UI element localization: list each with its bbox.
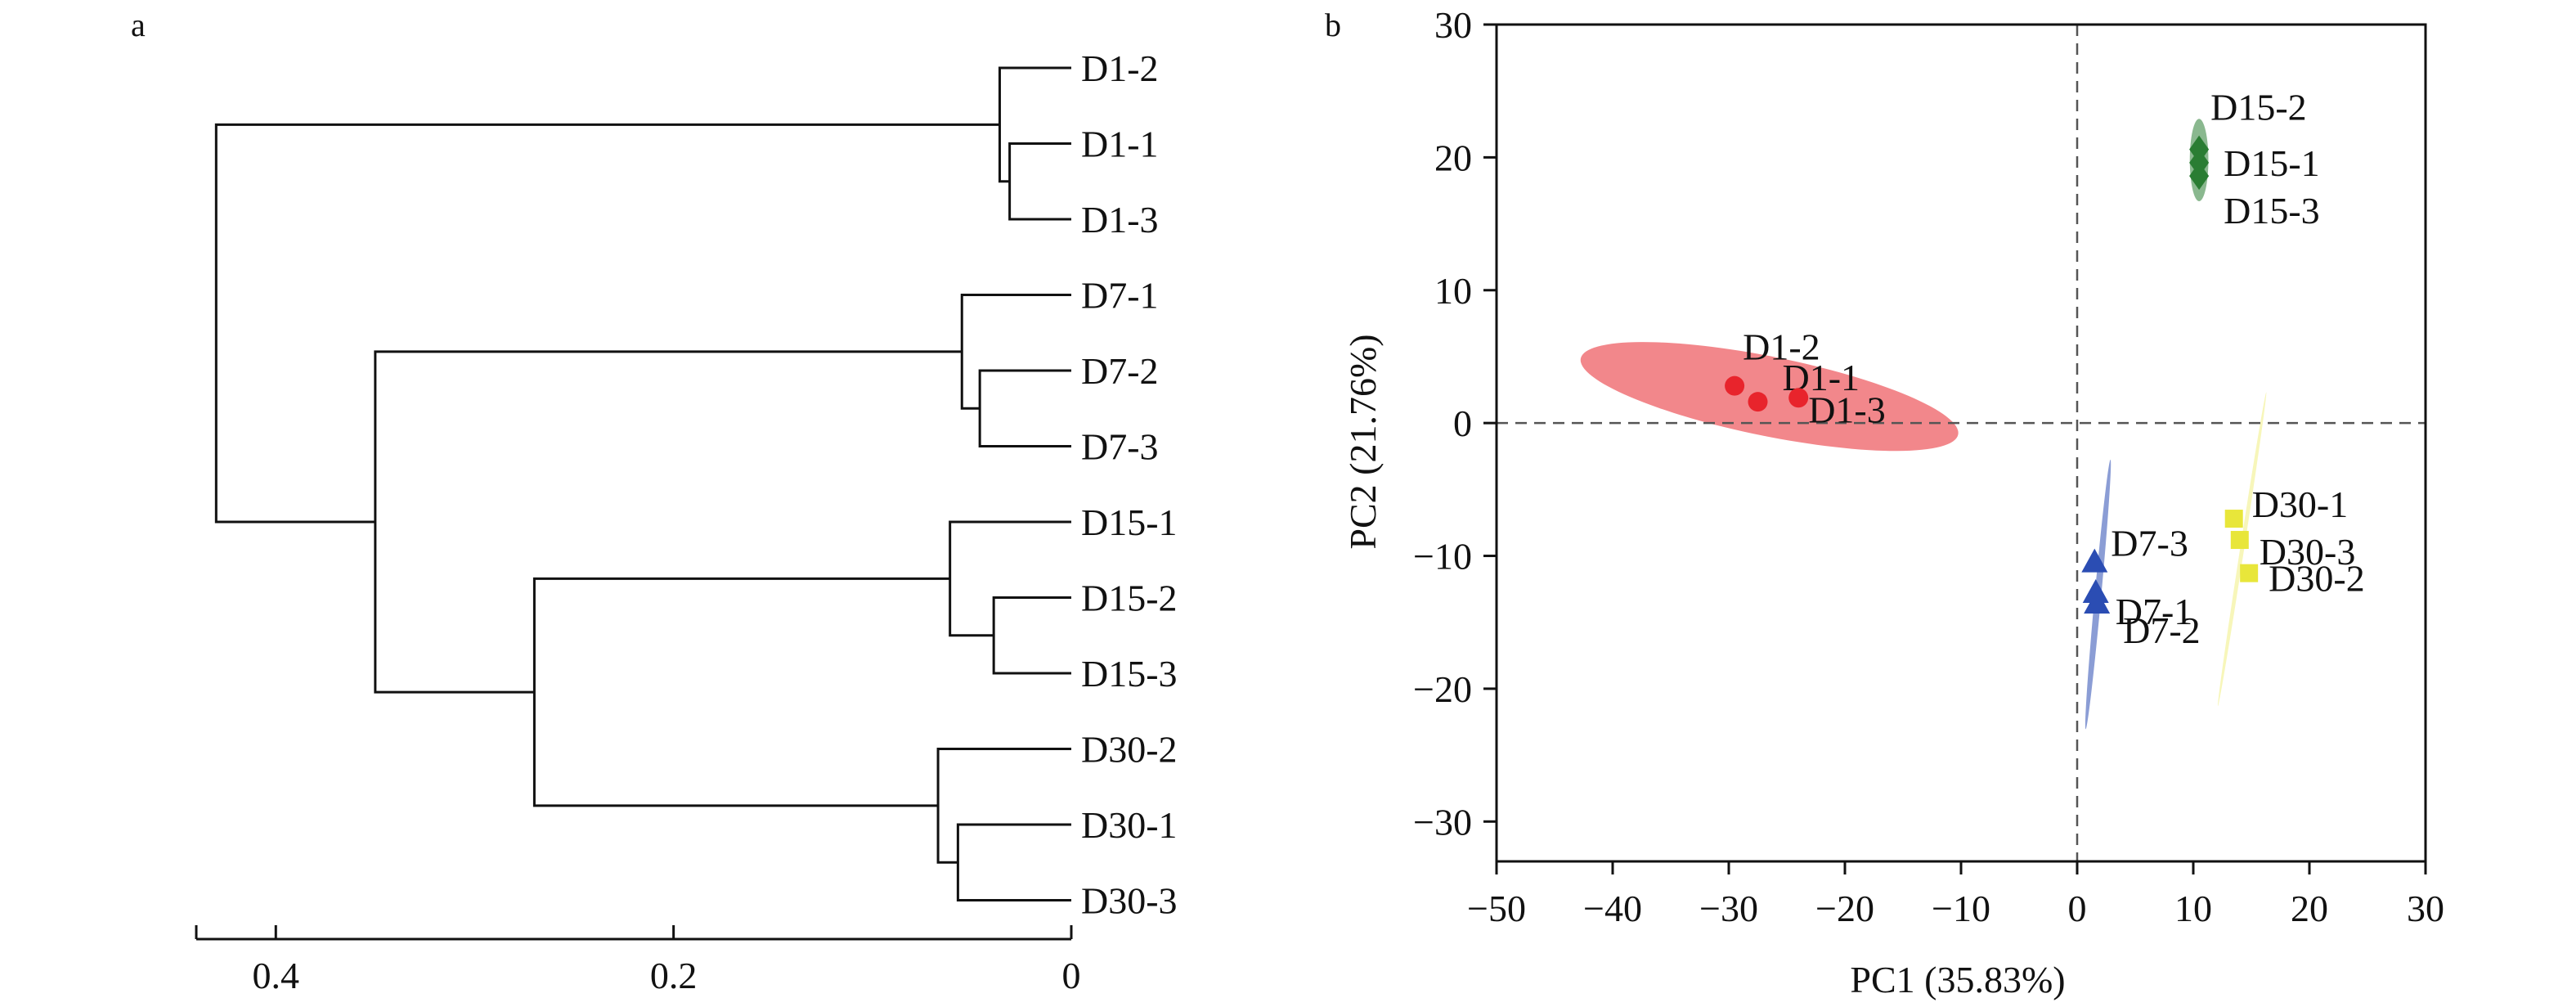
dendrogram-branch-5 [992,596,1071,675]
leaf-label-d30-1: D30-1 [1081,804,1178,846]
dendrogram-panel: D1-2 D1-1 D1-3 D7-1 D7-2 D7-3 D15-1 D15-2 D15-3 D… [195,47,1178,996]
dendrogram-branch-6 [949,520,1071,637]
dendrogram-branch-7 [956,823,1071,901]
leaf-label-d15-2: D15-2 [1081,578,1178,619]
point-d7-2 [2084,589,2111,614]
x-axis-label: PC1 (35.83%) [1850,959,2065,1000]
x-tick-label: −40 [1583,888,1642,929]
point-label-d1-3: D1-3 [1808,389,1886,430]
x-tick-label: 30 [2407,888,2444,929]
point-label-d1-2: D1-2 [1743,326,1820,368]
point-d1-1 [1748,392,1768,412]
point-label-d15-1: D15-1 [2224,142,2320,184]
leaf-label-d15-1: D15-1 [1081,501,1178,543]
dendrogram-branch-9 [532,577,950,807]
leaf-label-d1-3: D1-3 [1081,199,1159,241]
dendrogram-branch-10 [374,350,963,694]
pca-scatter-panel: PC1 (35.83%) PC2 (21.76%) −50 −40 −30 −20 −1… [1342,4,2444,1000]
dendrogram-x-tick-label: 0.4 [253,955,300,996]
dendrogram-branch-4 [960,294,1071,410]
dendrogram-branch-1 [1008,142,1071,221]
dendrogram-branch-11 [214,123,1000,524]
confidence-ellipse-d30 [2217,392,2267,707]
x-tick-label: −10 [1932,888,1990,929]
panel-b-letter: b [1325,7,1341,43]
x-tick-label: −30 [1699,888,1758,929]
point-label-d30-3: D30-3 [2260,531,2356,573]
leaf-label-d1-1: D1-1 [1081,124,1159,165]
y-tick-label: −30 [1413,801,1472,843]
dendrogram-x-tick-label: 0.2 [650,955,698,996]
x-tick-label: 10 [2174,888,2212,929]
point-d1-2 [1725,375,1745,396]
x-tick-label: −20 [1815,888,1874,929]
x-tick-label: −50 [1467,888,1526,929]
dendrogram-branch-8 [936,748,1071,864]
x-tick-label: 20 [2291,888,2328,929]
y-tick-label: −20 [1413,668,1472,710]
leaf-label-d1-2: D1-2 [1081,47,1159,89]
point-label-d30-1: D30-1 [2252,483,2349,525]
point-label-d7-3: D7-3 [2111,523,2188,564]
panel-a-letter: a [131,7,146,43]
y-tick-label: 0 [1453,402,1472,444]
y-tick-label: 20 [1434,137,1472,178]
point-label-d7-2: D7-2 [2123,609,2201,651]
leaf-label-d7-2: D7-2 [1081,350,1159,392]
y-axis-label: PC2 (21.76%) [1342,334,1384,549]
dendrogram-x-tick-label: 0 [1062,955,1081,996]
point-label-d15-3: D15-3 [2224,190,2320,232]
leaf-label-d15-3: D15-3 [1081,653,1178,695]
point-d15-3 [2189,162,2210,191]
leaf-label-d7-3: D7-3 [1081,426,1159,468]
point-label-d30-2: D30-2 [2269,558,2365,600]
point-d30-3 [2230,531,2249,550]
leaf-label-d7-1: D7-1 [1081,275,1159,317]
y-tick-label: 30 [1434,4,1472,46]
point-d30-2 [2240,564,2259,582]
leaf-label-d30-3: D30-3 [1081,880,1178,922]
point-d7-3 [2081,548,2108,573]
point-label-d15-2: D15-2 [2210,87,2307,128]
dendrogram-branch-3 [978,369,1071,447]
point-d1-3 [1788,388,1809,408]
leaf-label-d30-2: D30-2 [1081,729,1178,771]
x-tick-label: 0 [2068,888,2087,929]
point-d30-1 [2224,510,2243,528]
y-tick-label: 10 [1434,270,1472,312]
point-label-d7-1: D7-1 [2116,591,2193,632]
y-tick-label: −10 [1413,536,1472,578]
point-d7-1 [2082,578,2109,603]
